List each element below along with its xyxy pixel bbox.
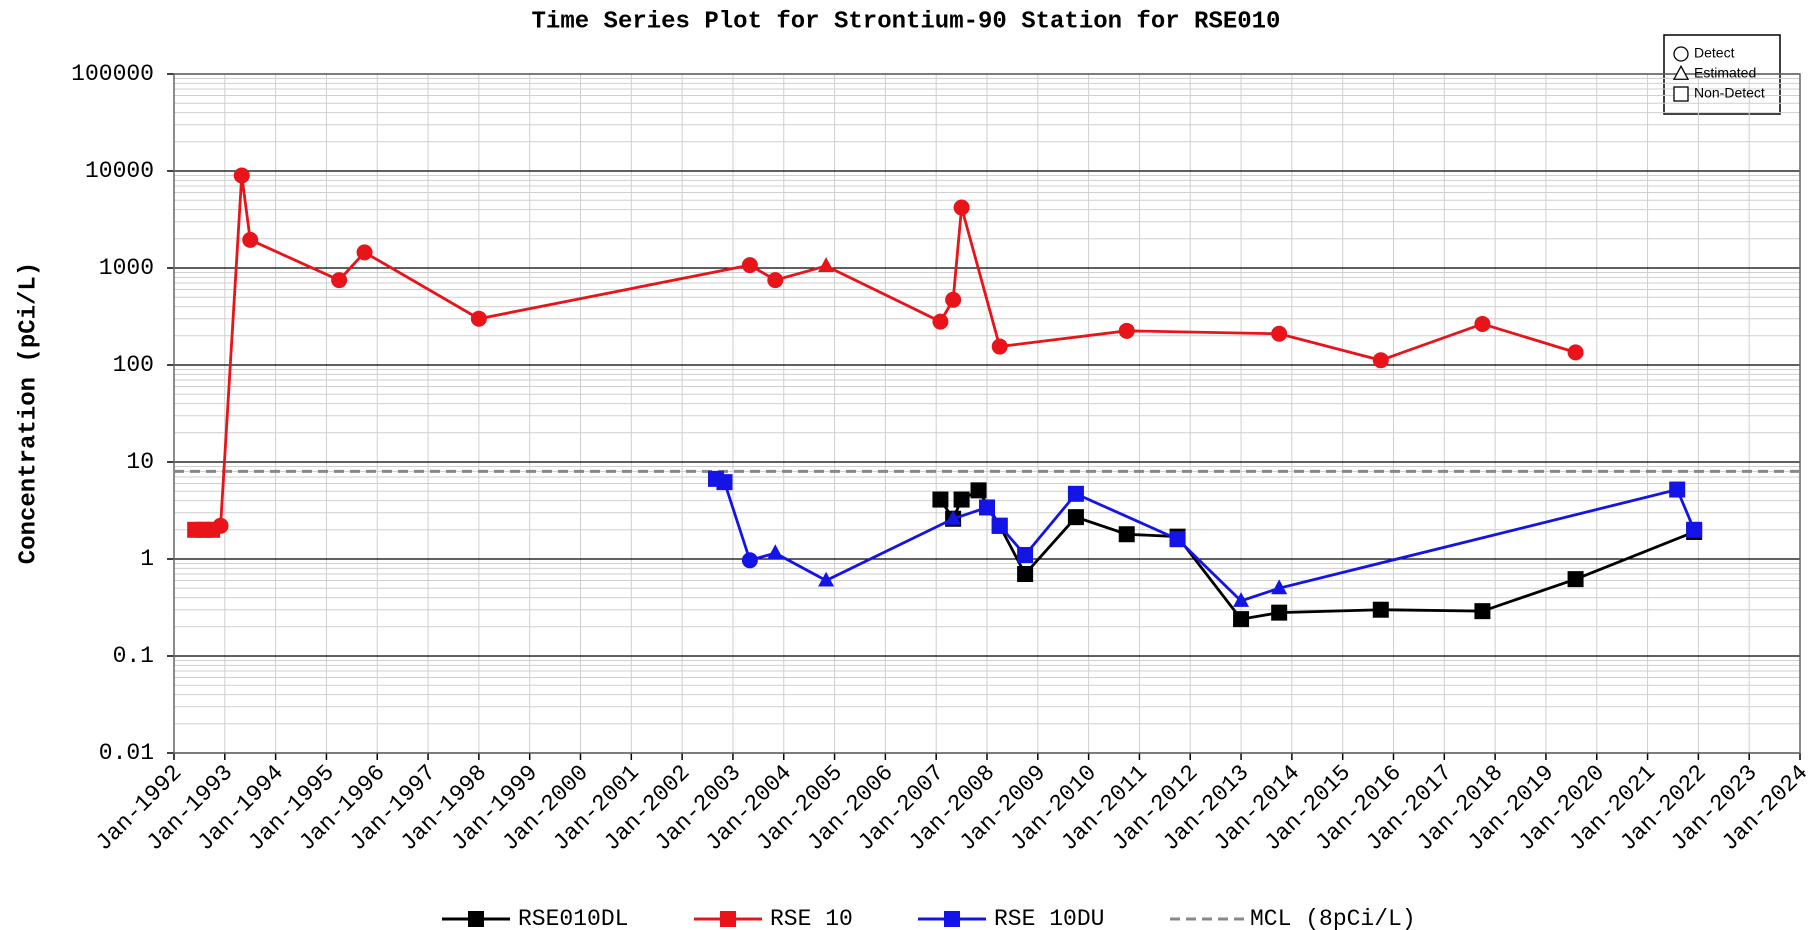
y-tick-label: 100 [113, 352, 154, 378]
marker-square [1686, 521, 1703, 538]
marker-square [932, 491, 949, 508]
marker-square [1067, 509, 1084, 526]
marker-circle [741, 257, 758, 274]
marker-square [1567, 571, 1584, 588]
series-line [939, 488, 1695, 621]
y-tick-label: 0.01 [99, 740, 154, 766]
marker-circle [331, 272, 348, 289]
marker-circle [767, 272, 784, 289]
marker-square [1017, 546, 1034, 563]
marker-triangle [1233, 592, 1250, 607]
marker-circle [741, 552, 758, 569]
y-axis-label: Concentration (pCi/L) [15, 262, 42, 564]
marker-square [1474, 603, 1491, 620]
legend-marker [468, 911, 484, 927]
y-tick-label: 0.1 [113, 643, 154, 669]
legend-label: MCL (8pCi/L) [1250, 906, 1416, 930]
y-tick-label: 1000 [99, 255, 154, 281]
marker-legend-label: Detect [1694, 45, 1735, 61]
marker-triangle [818, 571, 835, 587]
legend-label: RSE010DL [518, 906, 628, 930]
marker-triangle [1271, 579, 1288, 595]
marker-triangle [767, 544, 784, 560]
marker-circle [932, 313, 949, 330]
marker-square [1118, 526, 1135, 543]
marker-square [991, 517, 1008, 534]
marker-legend-symbol [1672, 64, 1690, 80]
marker-legend-label: Non-Detect [1694, 85, 1765, 101]
marker-circle [991, 338, 1008, 355]
marker-square [1017, 566, 1034, 583]
marker-circle [233, 167, 250, 184]
marker-square [953, 491, 970, 508]
marker-square [970, 482, 987, 499]
marker-circle [1271, 325, 1288, 342]
marker-circle [945, 291, 962, 308]
marker-square [979, 499, 995, 516]
marker-square [1669, 481, 1686, 498]
y-tick-label: 10 [126, 449, 154, 475]
marker-square [1271, 604, 1288, 621]
chart-title: Time Series Plot for Strontium-90 Statio… [532, 8, 1281, 35]
y-tick-label: 1 [140, 546, 154, 572]
marker-circle [1372, 352, 1389, 369]
legend-label: RSE 10DU [994, 906, 1104, 930]
marker-legend-symbol [1673, 86, 1689, 102]
marker-square [716, 474, 733, 491]
marker-triangle [945, 509, 962, 525]
legend-label: RSE 10 [770, 906, 853, 930]
marker-circle [1567, 344, 1584, 361]
marker-circle [1118, 322, 1135, 339]
marker-triangle [818, 257, 835, 272]
y-tick-label: 100000 [71, 61, 154, 87]
marker-square [1372, 601, 1389, 618]
marker-circle [1474, 315, 1491, 332]
legend-marker [720, 911, 736, 927]
marker-square [1067, 485, 1084, 502]
marker-square [1233, 611, 1250, 628]
marker-circle [356, 244, 373, 261]
marker-circle [212, 517, 229, 534]
marker-square [1169, 531, 1186, 548]
series-line [715, 477, 1696, 603]
y-tick-label: 10000 [85, 158, 154, 184]
marker-legend-label: Estimated [1694, 65, 1756, 81]
marker-circle [470, 310, 487, 327]
plot-frame [173, 73, 1801, 754]
marker-legend-symbol [1673, 46, 1689, 62]
marker-circle [953, 199, 970, 216]
legend-marker [944, 911, 960, 927]
marker-circle [242, 231, 259, 248]
